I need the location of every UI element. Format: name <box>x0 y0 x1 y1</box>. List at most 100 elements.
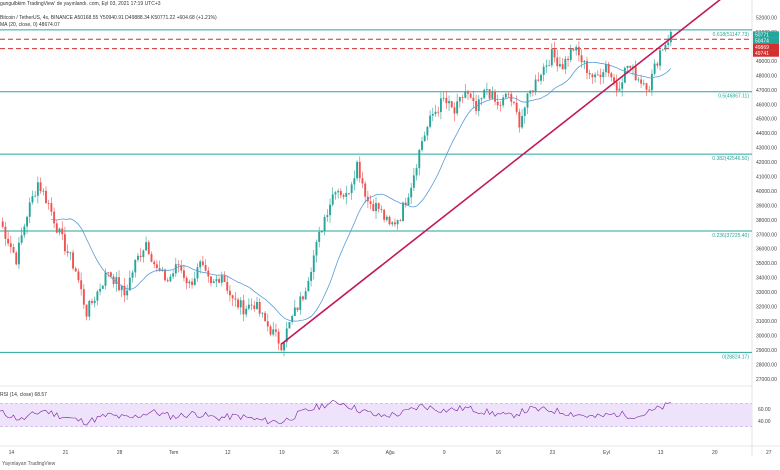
price-tick: 30000.00 <box>756 333 777 339</box>
candle-up <box>534 79 537 92</box>
candle-down <box>139 255 142 258</box>
candle-up <box>621 82 624 89</box>
candle-up <box>310 271 313 281</box>
candle-up <box>96 291 99 301</box>
candle-down <box>4 226 7 239</box>
candle-up <box>99 288 102 292</box>
trendline-line <box>280 0 721 345</box>
trendline[interactable] <box>280 0 730 345</box>
candle-up <box>36 182 39 196</box>
candle-up <box>196 267 199 279</box>
candle-up <box>523 107 526 117</box>
rsi-tick: 60.00 <box>758 407 771 413</box>
candle-down <box>85 304 88 317</box>
candle-down <box>228 290 231 296</box>
rsi-tick: 40.00 <box>758 419 771 425</box>
price-tick: 28000.00 <box>756 362 777 368</box>
candle-down <box>469 93 472 98</box>
candle-up <box>137 255 139 260</box>
candle-up <box>385 216 388 220</box>
candle-down <box>610 73 613 78</box>
candle-down <box>155 264 158 269</box>
price-tick: 43000.00 <box>756 146 777 152</box>
candle-up <box>550 49 553 66</box>
candle-up <box>23 226 26 236</box>
candle-up <box>431 113 434 116</box>
candle-down <box>153 261 156 265</box>
candle-down <box>580 55 583 63</box>
candle-up <box>418 149 421 169</box>
candle-up <box>669 31 672 43</box>
candle-up <box>542 66 545 75</box>
candle-down <box>177 264 180 266</box>
candle-up <box>126 290 129 296</box>
date-axis[interactable]: 14 21 28 Tem 12 19 26 Ağu 9 16 23 Eyl 13 20 27 <box>9 450 772 456</box>
candle-down <box>358 161 361 179</box>
candle-up <box>583 60 586 63</box>
candle-down <box>74 268 77 272</box>
candle-down <box>513 101 515 103</box>
price-badge-label: 49741 <box>755 51 769 57</box>
candle-down <box>645 83 648 90</box>
candle-down <box>613 77 615 83</box>
candle-down <box>253 305 256 309</box>
candle-down <box>218 279 221 283</box>
candle-down <box>264 312 267 322</box>
candle-up <box>26 216 28 227</box>
candle-up <box>312 255 315 272</box>
candle-up <box>604 63 607 73</box>
candle-up <box>307 280 310 292</box>
candle-down <box>399 220 402 222</box>
candle-down <box>185 277 188 284</box>
candle-down <box>266 321 269 327</box>
candle-up <box>456 101 459 114</box>
price-tick: 45000.00 <box>756 117 777 123</box>
candle-down <box>91 300 93 303</box>
candle-up <box>101 285 104 289</box>
date-tick: 21 <box>63 450 69 456</box>
candle-up <box>28 202 31 217</box>
price-tick: 46000.00 <box>756 102 777 108</box>
candle-down <box>66 251 69 254</box>
candle-down <box>250 304 253 306</box>
candle-down <box>109 272 112 277</box>
candle-down <box>223 275 226 283</box>
candle-up <box>334 192 337 195</box>
date-tick: 28 <box>117 450 123 456</box>
candle-down <box>596 74 599 76</box>
candle-up <box>429 115 432 127</box>
candle-down <box>588 73 591 75</box>
candle-up <box>464 91 467 98</box>
candle-up <box>529 90 532 94</box>
candle-down <box>9 243 12 248</box>
candle-down <box>383 209 386 220</box>
price-badge-bg <box>753 43 779 51</box>
candle-up <box>477 99 480 111</box>
candle-up <box>667 42 670 45</box>
candle-up <box>131 272 134 278</box>
candle-up <box>575 46 578 51</box>
candle-up <box>337 191 340 193</box>
price-axis[interactable]: 52000.0051000.0050000.0049000.0048000.00… <box>756 16 777 425</box>
date-tick: 20 <box>712 450 718 456</box>
candle-down <box>72 252 74 269</box>
candle-down <box>377 203 380 209</box>
candle-up <box>442 97 445 99</box>
candle-up <box>212 281 215 284</box>
candle-up <box>288 322 291 329</box>
candle-down <box>39 182 42 192</box>
candle-down <box>531 90 534 92</box>
candle-down <box>166 280 169 282</box>
candle-down <box>201 261 204 266</box>
candle-down <box>567 58 570 61</box>
candle-down <box>50 203 53 212</box>
candle-up <box>34 195 37 197</box>
candle-down <box>63 234 66 252</box>
price-badge-bg <box>753 37 779 45</box>
candle-down <box>369 201 372 204</box>
candle-down <box>518 111 521 128</box>
candle-up <box>283 342 285 351</box>
candle-up <box>526 93 529 108</box>
